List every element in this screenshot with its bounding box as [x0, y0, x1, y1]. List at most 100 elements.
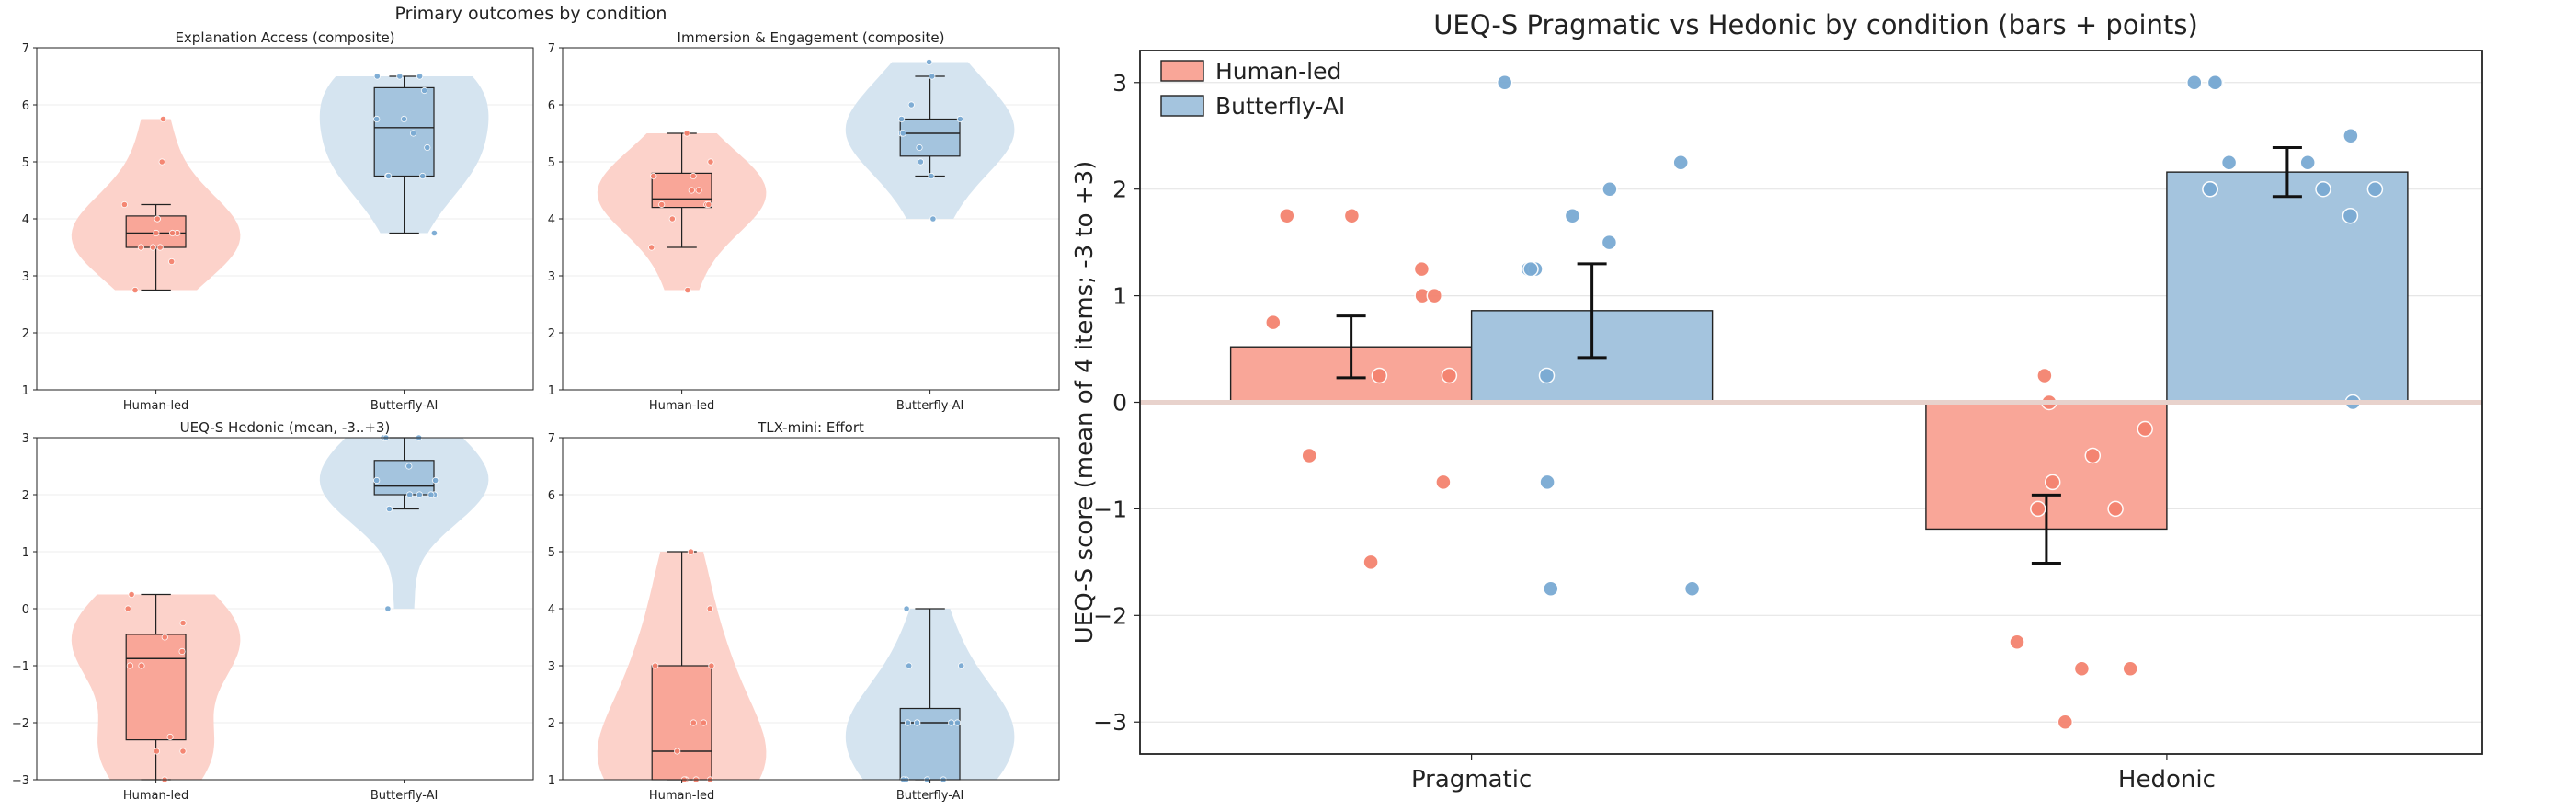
data-point — [131, 286, 139, 294]
data-point — [2122, 660, 2138, 678]
panel-3: −3 −2 −1 0 1 2 3 Human-led Butterfly-AI UEQ-S Hed… — [12, 419, 534, 803]
data-point — [1496, 74, 1513, 91]
data-point — [1265, 314, 1282, 331]
data-point — [137, 244, 144, 251]
y-axis-label: UEQ-S score (mean of 4 items; -3 to +3) — [1071, 161, 1099, 645]
data-point — [2107, 500, 2124, 518]
series-butterfly-ai — [1470, 74, 2409, 598]
x-tick-label: Human-led — [123, 789, 188, 803]
x-tick-label: Butterfly-AI — [896, 789, 963, 803]
data-point — [1279, 207, 1295, 224]
data-point — [2073, 660, 2091, 678]
data-point — [1683, 580, 1701, 598]
panel-title: Explanation Access (composite) — [175, 29, 394, 46]
suptitle: Primary outcomes by condition — [394, 4, 667, 24]
y-tick-label: 1 — [22, 384, 29, 398]
y-tick-label: 4 — [22, 213, 29, 227]
data-point — [684, 286, 691, 294]
y-tick-label: 3 — [1112, 70, 1127, 97]
y-tick-label: 0 — [1112, 390, 1127, 417]
data-point — [695, 187, 702, 194]
group-human-led — [71, 115, 241, 294]
data-point — [424, 143, 431, 152]
data-point — [1601, 180, 1618, 198]
data-point — [405, 463, 413, 470]
data-point — [124, 605, 131, 612]
box — [125, 634, 187, 741]
y-tick-label: −1 — [1093, 496, 1127, 522]
data-point — [385, 505, 393, 513]
data-point — [690, 719, 697, 726]
data-point — [427, 491, 435, 498]
panel-frame — [562, 47, 1060, 391]
data-point — [1371, 367, 1388, 384]
data-point — [707, 158, 714, 166]
y-tick-label: 2 — [22, 489, 29, 503]
panel-title: UEQ-S Hedonic (mean, -3..+3) — [180, 419, 391, 436]
data-point — [683, 130, 690, 137]
data-point — [2299, 154, 2316, 171]
y-tick-label: 2 — [548, 327, 555, 341]
data-point — [2202, 180, 2218, 198]
data-point — [2342, 127, 2359, 144]
group-butterfly-ai — [845, 58, 1015, 223]
data-point — [373, 115, 381, 123]
legend: Human-led Butterfly-AI — [1160, 58, 1345, 120]
data-point — [138, 662, 145, 669]
data-point — [906, 662, 913, 669]
group-butterfly-ai — [319, 434, 489, 612]
data-point — [948, 719, 955, 726]
y-tick-label: 5 — [22, 156, 29, 170]
series-human-led — [1229, 207, 2168, 730]
panel-1: 1 2 3 4 5 6 7 Human-led Butterfly-AI Explanation … — [22, 29, 534, 413]
data-point — [396, 73, 404, 80]
data-point — [169, 229, 177, 237]
data-point — [1435, 474, 1452, 491]
data-point — [917, 158, 925, 166]
data-point — [1672, 154, 1689, 171]
data-point — [652, 662, 659, 669]
data-point — [1539, 474, 1556, 491]
data-point — [373, 476, 381, 485]
data-point — [161, 634, 168, 641]
y-tick-label: 3 — [548, 660, 555, 674]
main-chart: −3 −2 −1 0 1 2 3 Pragmatic Hedonic UEQ-S score (m… — [1071, 50, 2483, 794]
main-chart-title: UEQ-S Pragmatic vs Hedonic by condition … — [1433, 9, 2198, 40]
y-tick-label: 7 — [548, 432, 555, 446]
data-point — [2366, 180, 2384, 198]
legend-label: Human-led — [1215, 58, 1341, 85]
data-point — [1426, 287, 1443, 304]
box — [899, 118, 961, 157]
violin — [319, 438, 489, 609]
y-tick-label: −3 — [1093, 709, 1127, 736]
legend-label: Butterfly-AI — [1215, 93, 1345, 120]
data-point — [179, 619, 187, 627]
panels-grid: 1 2 3 4 5 6 7 Human-led Butterfly-AI Explanation … — [12, 29, 1060, 803]
box — [373, 86, 435, 177]
data-point — [2220, 154, 2238, 171]
data-point — [907, 101, 915, 109]
data-point — [400, 115, 408, 123]
data-point — [1343, 207, 1361, 224]
data-point — [705, 200, 712, 209]
data-point — [899, 130, 906, 137]
y-tick-label: 1 — [1112, 283, 1127, 310]
y-tick-label: 6 — [548, 99, 555, 113]
bar — [2166, 171, 2409, 404]
data-point — [956, 115, 964, 123]
y-tick-label: 3 — [22, 270, 29, 284]
data-point — [430, 229, 438, 237]
y-tick-label: 3 — [548, 270, 555, 284]
data-point — [706, 605, 713, 612]
group-human-led — [597, 130, 767, 294]
data-point — [903, 605, 910, 612]
panel-2: 1 2 3 4 5 6 7 Human-led Butterfly-AI Immersion & … — [548, 29, 1060, 413]
data-point — [153, 748, 160, 755]
data-point — [2057, 714, 2074, 730]
y-tick-label: 2 — [548, 717, 555, 731]
y-tick-label: 7 — [22, 42, 29, 56]
y-tick-label: 7 — [548, 42, 555, 56]
data-point — [1564, 207, 1581, 224]
x-tick-label: Hedonic — [2118, 766, 2216, 794]
